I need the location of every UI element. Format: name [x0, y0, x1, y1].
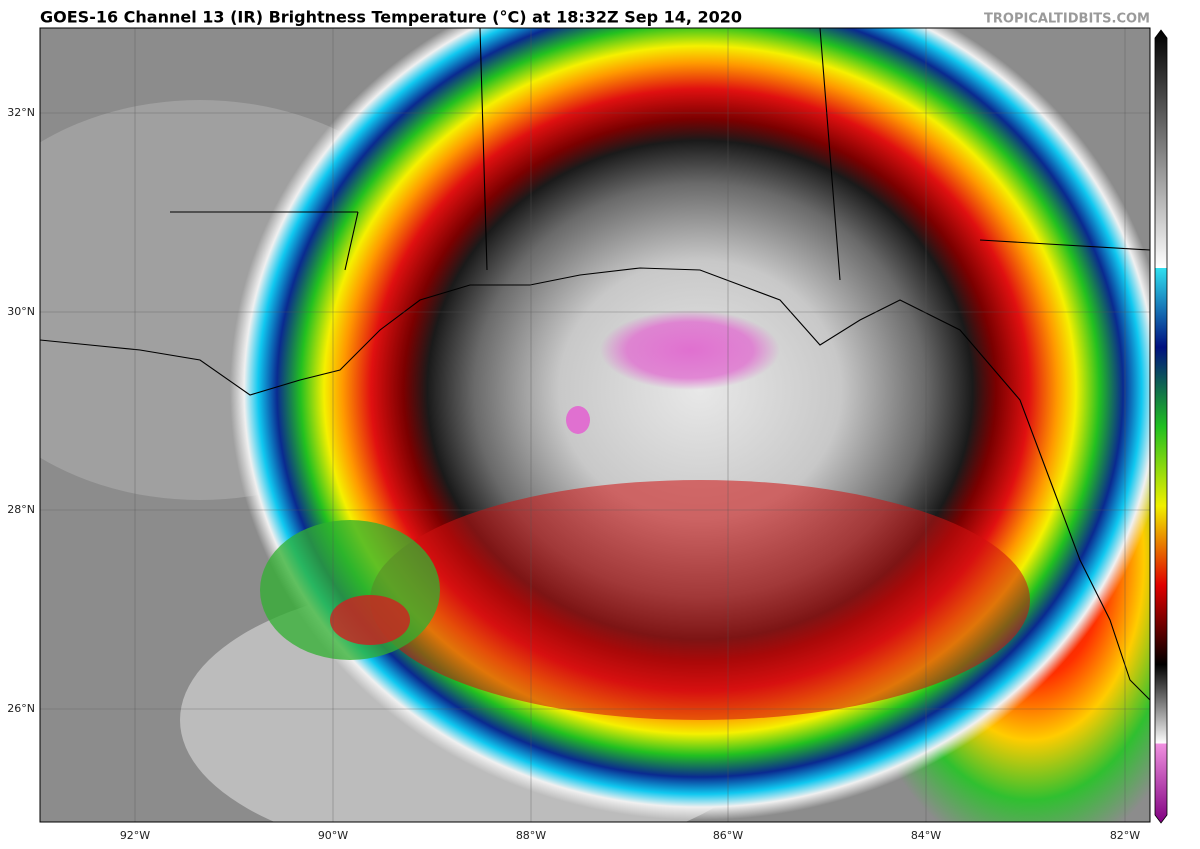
lon-label: 92°W: [120, 829, 150, 842]
lat-label: 32°N: [7, 106, 35, 119]
credit: TROPICALTIDBITS.COM: [984, 12, 1150, 27]
lat-label: 30°N: [7, 305, 35, 318]
lon-label: 86°W: [713, 829, 743, 842]
colorbar: [1154, 29, 1168, 824]
colorbar-scale: [1154, 29, 1168, 824]
lon-label: 90°W: [318, 829, 348, 842]
grid-lines: [40, 28, 1150, 822]
map-frame: [39, 27, 1151, 823]
lon-label: 88°W: [516, 829, 546, 842]
lon-label: 84°W: [911, 829, 941, 842]
lat-label: 28°N: [7, 503, 35, 516]
lon-label: 82°W: [1110, 829, 1140, 842]
lat-label: 26°N: [7, 702, 35, 715]
title: GOES-16 Channel 13 (IR) Brightness Tempe…: [40, 8, 742, 27]
